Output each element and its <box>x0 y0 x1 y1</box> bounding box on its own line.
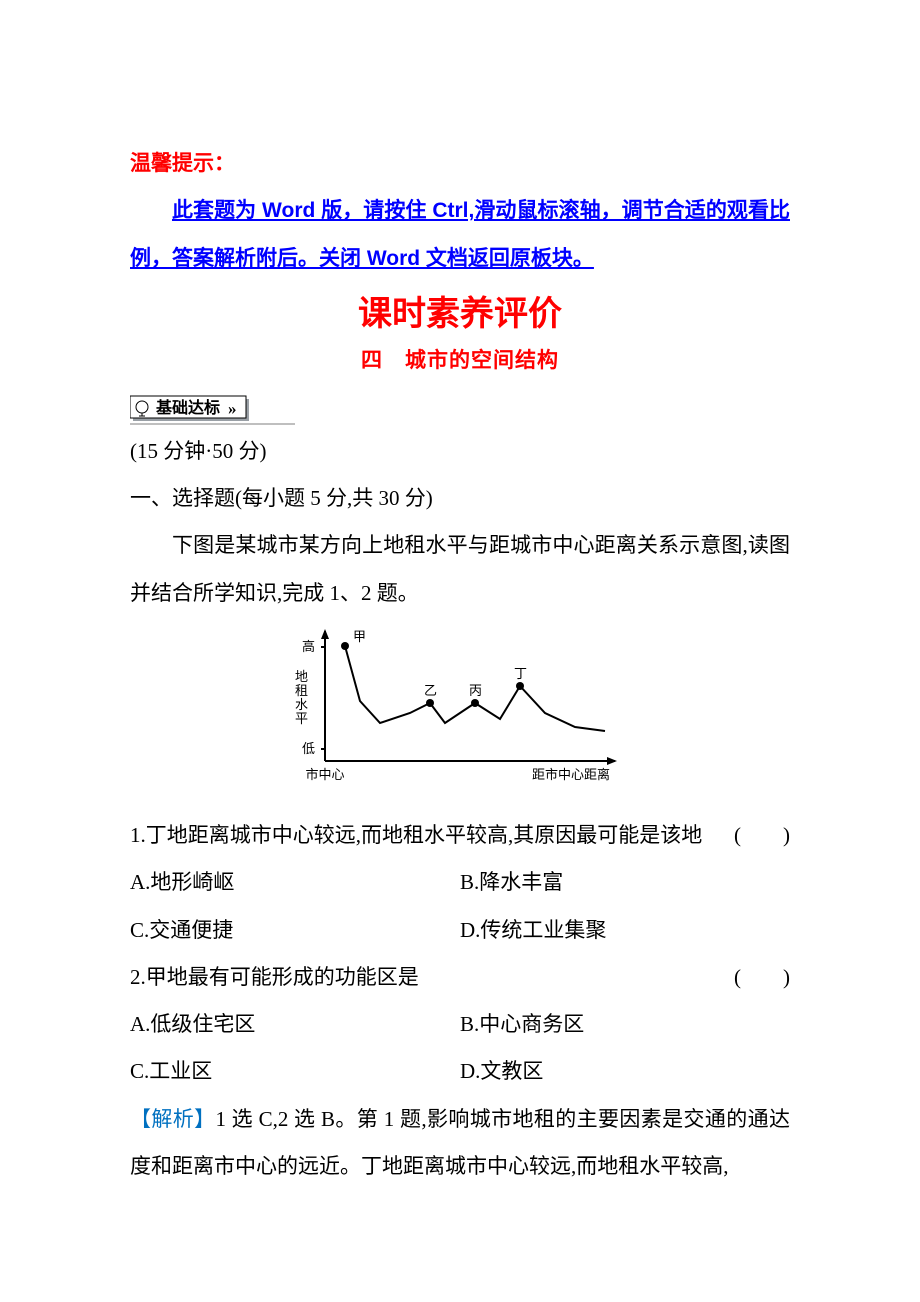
q2-D: D.文教区 <box>460 1048 790 1095</box>
q2-A: A.低级住宅区 <box>130 1001 460 1048</box>
pt-jia: 甲 <box>353 629 366 644</box>
q1-opts-1: A.地形崎岖 B.降水丰富 <box>130 859 790 906</box>
page: { "hint": { "label": "温馨提示：", "body": "此… <box>0 0 920 1270</box>
q2-stem-row: 2.甲地最有可能形成的功能区是 ( ) <box>130 954 790 1001</box>
section-badge: 基础达标 » <box>130 394 295 428</box>
y-axis-l3: 水 <box>295 697 308 712</box>
title-sub: 四 城市的空间结构 <box>130 342 790 380</box>
q2-stem: 2.甲地最有可能形成的功能区是 <box>130 954 419 1001</box>
q1-C: C.交通便捷 <box>130 907 460 954</box>
y-high: 高 <box>302 639 315 654</box>
y-low: 低 <box>302 741 315 756</box>
section1-heading: 一、选择题(每小题 5 分,共 30 分) <box>130 475 790 522</box>
q2-B: B.中心商务区 <box>460 1001 790 1048</box>
y-axis-l1: 地 <box>295 669 308 684</box>
q1-opts-2: C.交通便捷 D.传统工业集聚 <box>130 907 790 954</box>
pt-yi: 乙 <box>424 683 437 698</box>
y-axis-l2: 租 <box>295 683 308 698</box>
q1-stem: 1.丁地距离城市中心较远,而地租水平较高,其原因最可能是该地 <box>130 812 702 859</box>
q2-C: C.工业区 <box>130 1048 460 1095</box>
q1-B: B.降水丰富 <box>460 859 790 906</box>
pt-bing: 丙 <box>469 683 482 698</box>
hint-label: 温馨提示： <box>130 140 790 187</box>
q1-paren: ( ) <box>734 812 790 859</box>
x-origin: 市中心 <box>305 767 344 782</box>
q1-D: D.传统工业集聚 <box>460 907 790 954</box>
analysis-label: 【解析】 <box>130 1107 216 1131</box>
analysis: 【解析】1 选 C,2 选 B。第 1 题,影响城市地租的主要因素是交通的通达度… <box>130 1096 790 1191</box>
q1-A: A.地形崎岖 <box>130 859 460 906</box>
y-axis-l4: 平 <box>295 711 308 726</box>
q1-stem-row: 1.丁地距离城市中心较远,而地租水平较高,其原因最可能是该地 ( ) <box>130 812 790 859</box>
badge-chevrons: » <box>228 399 237 418</box>
q2-paren: ( ) <box>734 954 790 1001</box>
figure: 高 低 地 租 水 平 甲 乙 丙 丁 市中心 距市中心距离 <box>130 621 790 808</box>
timing: (15 分钟·50 分) <box>130 428 790 475</box>
rent-distance-chart: 高 低 地 租 水 平 甲 乙 丙 丁 市中心 距市中心距离 <box>280 621 640 791</box>
q2-opts-1: A.低级住宅区 B.中心商务区 <box>130 1001 790 1048</box>
intro-paragraph: 下图是某城市某方向上地租水平与距城市中心距离关系示意图,读图并结合所学知识,完成… <box>130 522 790 617</box>
hint-body: 此套题为 Word 版，请按住 Ctrl,滑动鼠标滚轴，调节合适的观看比例，答案… <box>130 187 790 282</box>
title-main: 课时素养评价 <box>130 288 790 342</box>
q2-opts-2: C.工业区 D.文教区 <box>130 1048 790 1095</box>
x-axis-label: 距市中心距离 <box>532 767 610 782</box>
pt-ding: 丁 <box>514 666 527 681</box>
badge-label: 基础达标 <box>155 398 220 417</box>
analysis-text: 1 选 C,2 选 B。第 1 题,影响城市地租的主要因素是交通的通达度和距离市… <box>130 1107 790 1178</box>
